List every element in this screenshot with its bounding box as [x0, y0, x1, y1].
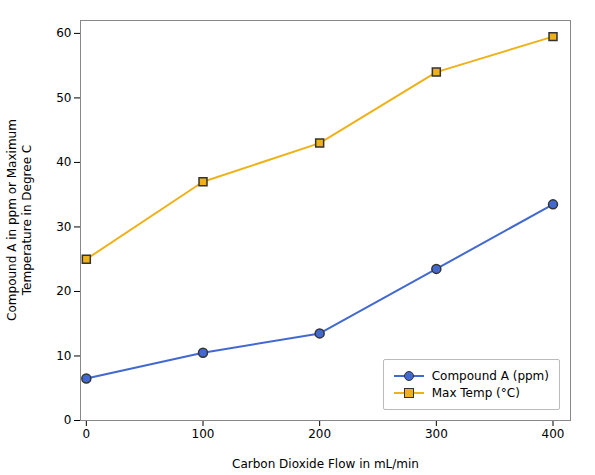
svg-text:30: 30: [56, 220, 71, 234]
svg-text:10: 10: [56, 349, 71, 363]
svg-text:200: 200: [308, 427, 331, 441]
svg-text:60: 60: [56, 26, 71, 40]
html-text:Compound A (ppm): Compound A (ppm): [431, 369, 549, 383]
svg-text:20: 20: [56, 284, 71, 298]
svg-text:0: 0: [64, 413, 72, 427]
svg-text:Carbon Dioxide Flow in mL/min: Carbon Dioxide Flow in mL/min: [232, 457, 419, 471]
svg-text:400: 400: [542, 427, 565, 441]
svg-text:300: 300: [425, 427, 448, 441]
svg-text:0: 0: [83, 427, 91, 441]
svg-text:50: 50: [56, 91, 71, 105]
svg-text:100: 100: [192, 427, 215, 441]
html-text:Compound A in ppm or Maximum T: Compound A in ppm or Maximum Temperature…: [5, 119, 34, 321]
html-text:Max Temp (°C): Max Temp (°C): [431, 386, 520, 400]
svg-text:40: 40: [56, 155, 71, 169]
